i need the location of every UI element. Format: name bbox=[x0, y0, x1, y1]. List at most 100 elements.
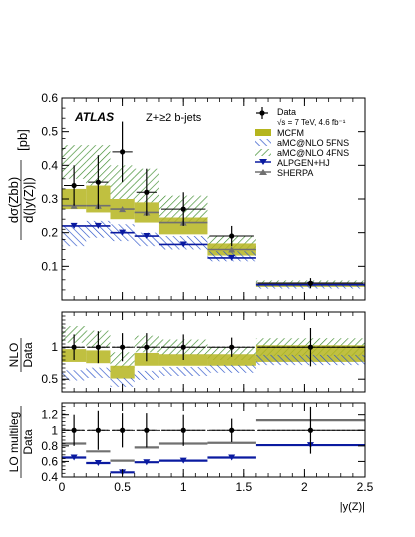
main-data-points bbox=[64, 121, 363, 289]
main-ytick-label-5: 0.6 bbox=[41, 91, 58, 105]
legend-mcfm-label: MCFM bbox=[277, 128, 304, 138]
data-point-6 bbox=[307, 344, 314, 350]
x-tick-label-1: 0.5 bbox=[114, 480, 131, 494]
experiment-label: ATLAS bbox=[74, 110, 114, 124]
sherpa-marker-2 bbox=[119, 206, 127, 213]
legend-amc4-label: aMC@NLO 4FNS bbox=[277, 148, 349, 158]
lo-ylabel-top: LO multileg bbox=[7, 412, 21, 473]
alpgen-marker-1 bbox=[94, 222, 102, 229]
nlo-mcfm-band-2 bbox=[110, 365, 135, 379]
lo-ratio-panel: 0.40.60.811.20 0.5 1 1.5 2 2.5 LO multileg Da… bbox=[7, 402, 374, 513]
lo-alpgen-marker-4 bbox=[179, 457, 187, 464]
nlo-ratio-axes: 0.51 bbox=[41, 311, 366, 393]
lo-alpgen-marker-1 bbox=[94, 459, 102, 466]
data-point-5 bbox=[229, 427, 235, 433]
nlo-ylabel-top: NLO bbox=[7, 343, 21, 368]
legend-data-sublabel: √s = 7 TeV, 4.6 fb⁻¹ bbox=[277, 118, 346, 127]
legend-item-amc5: aMC@NLO 5FNS bbox=[255, 138, 349, 148]
data-point-3 bbox=[144, 427, 150, 433]
lo-ytick-label-2: 0.8 bbox=[41, 439, 58, 453]
lo-ylabel: LO multileg Data bbox=[7, 406, 35, 478]
lo-ratio-data-points bbox=[64, 406, 363, 454]
legend-amc4-swatch bbox=[255, 149, 271, 156]
legend-amc5-label: aMC@NLO 5FNS bbox=[277, 138, 349, 148]
data-point-3 bbox=[144, 344, 150, 350]
lo-frame bbox=[61, 402, 366, 478]
data-point-0 bbox=[71, 344, 77, 350]
lo-ytick-label-0: 0.4 bbox=[41, 470, 58, 484]
nlo-amc5-band-1 bbox=[86, 367, 111, 378]
main-ylabel-unit: [pb] bbox=[15, 129, 30, 151]
legend-item-mcfm: MCFM bbox=[255, 128, 304, 138]
main-ytick-label-0: 0.1 bbox=[41, 259, 58, 273]
data-point-6 bbox=[307, 280, 314, 286]
data-point-4 bbox=[180, 344, 186, 350]
alpgen-marker-0 bbox=[70, 222, 78, 229]
main-panel: 0.1 0.2 0.3 0.4 0.5 0.6 ATLAS Z+≥2 b-jets dσ(… bbox=[6, 91, 366, 301]
data-point-2 bbox=[120, 344, 126, 350]
amc5-band-1 bbox=[86, 220, 111, 238]
data-point-4 bbox=[180, 427, 186, 433]
legend-sherpa-label: SHERPA bbox=[277, 168, 313, 178]
legend-item-sherpa: SHERPA bbox=[255, 168, 313, 178]
alpgen-marker-3 bbox=[143, 233, 151, 240]
lo-alpgen-marker-3 bbox=[143, 459, 151, 466]
x-tick-label-0: 0 bbox=[59, 480, 66, 494]
nlo-ytick-label-1: 1 bbox=[51, 340, 58, 354]
main-axes: 0.1 0.2 0.3 0.4 0.5 0.6 bbox=[41, 91, 366, 301]
nlo-ylabel: NLO Data bbox=[7, 338, 35, 372]
legend-data-marker bbox=[259, 110, 265, 116]
nlo-amc5-band-3 bbox=[134, 370, 159, 380]
data-point-0 bbox=[71, 182, 77, 189]
lo-alpgen-marker-0 bbox=[70, 454, 78, 461]
main-ylabel-top: dσ(Zbb) bbox=[6, 177, 21, 223]
lo-alpgen-marker-5 bbox=[228, 454, 236, 461]
lo-ratio-axes: 0.40.60.811.20 0.5 1 1.5 2 2.5 bbox=[41, 402, 374, 494]
nlo-amc5-band-5 bbox=[207, 365, 256, 373]
nlo-ratio-data-points bbox=[64, 328, 363, 367]
lo-ytick-label-4: 1.2 bbox=[41, 408, 58, 422]
legend: Data √s = 7 TeV, 4.6 fb⁻¹ MCFM aMC@NLO 5… bbox=[255, 107, 349, 178]
alpgen-marker-2 bbox=[119, 229, 127, 236]
alpgen-marker-5 bbox=[228, 254, 236, 261]
x-tick-label-3: 1.5 bbox=[235, 480, 252, 494]
nlo-amc4-band-0 bbox=[62, 326, 87, 343]
data-point-1 bbox=[95, 179, 101, 185]
data-point-3 bbox=[144, 189, 150, 195]
main-ytick-label-4: 0.5 bbox=[41, 125, 58, 139]
amc5-band-0 bbox=[62, 225, 87, 247]
nlo-ratio-panel: 0.51 NLO Data bbox=[7, 311, 366, 393]
lo-ytick-label-1: 0.6 bbox=[41, 454, 58, 468]
main-ytick-label-1: 0.2 bbox=[41, 226, 58, 240]
legend-amc5-swatch bbox=[255, 139, 271, 146]
nlo-amc5-band-4 bbox=[158, 367, 208, 376]
x-tick-label-2: 1 bbox=[180, 480, 187, 494]
nlo-mcfm-band-5 bbox=[207, 354, 256, 366]
nlo-ratio-bands bbox=[62, 326, 365, 387]
main-ylabel: dσ(Zbb) d(|y(Z)|) [pb] bbox=[6, 129, 36, 240]
data-point-5 bbox=[229, 344, 235, 350]
nlo-ytick-label-0: 0.5 bbox=[41, 372, 58, 386]
legend-sherpa-marker bbox=[259, 169, 267, 175]
legend-item-data: Data √s = 7 TeV, 4.6 fb⁻¹ bbox=[256, 107, 346, 127]
legend-data-label: Data bbox=[277, 107, 296, 117]
data-point-5 bbox=[229, 233, 235, 239]
lo-ratio-lines bbox=[62, 419, 365, 476]
legend-item-alpgen: ALPGEN+HJ bbox=[255, 158, 330, 168]
sherpa-marker-5 bbox=[228, 246, 236, 253]
legend-mcfm-swatch bbox=[255, 129, 271, 136]
main-ytick-label-3: 0.4 bbox=[41, 158, 58, 172]
legend-alpgen-marker bbox=[259, 159, 267, 165]
data-point-4 bbox=[180, 206, 186, 212]
x-axis-title: |y(Z)| bbox=[340, 501, 365, 513]
data-point-1 bbox=[95, 344, 101, 350]
lo-ylabel-bottom: Data bbox=[21, 429, 35, 455]
nlo-ylabel-bottom: Data bbox=[21, 342, 35, 368]
nlo-amc5-band-0 bbox=[62, 370, 87, 381]
main-ytick-label-2: 0.3 bbox=[41, 192, 58, 206]
x-tick-label-5: 2.5 bbox=[357, 480, 374, 494]
legend-alpgen-label: ALPGEN+HJ bbox=[277, 158, 330, 168]
legend-item-amc4: aMC@NLO 4FNS bbox=[255, 148, 349, 158]
data-point-2 bbox=[120, 149, 126, 155]
